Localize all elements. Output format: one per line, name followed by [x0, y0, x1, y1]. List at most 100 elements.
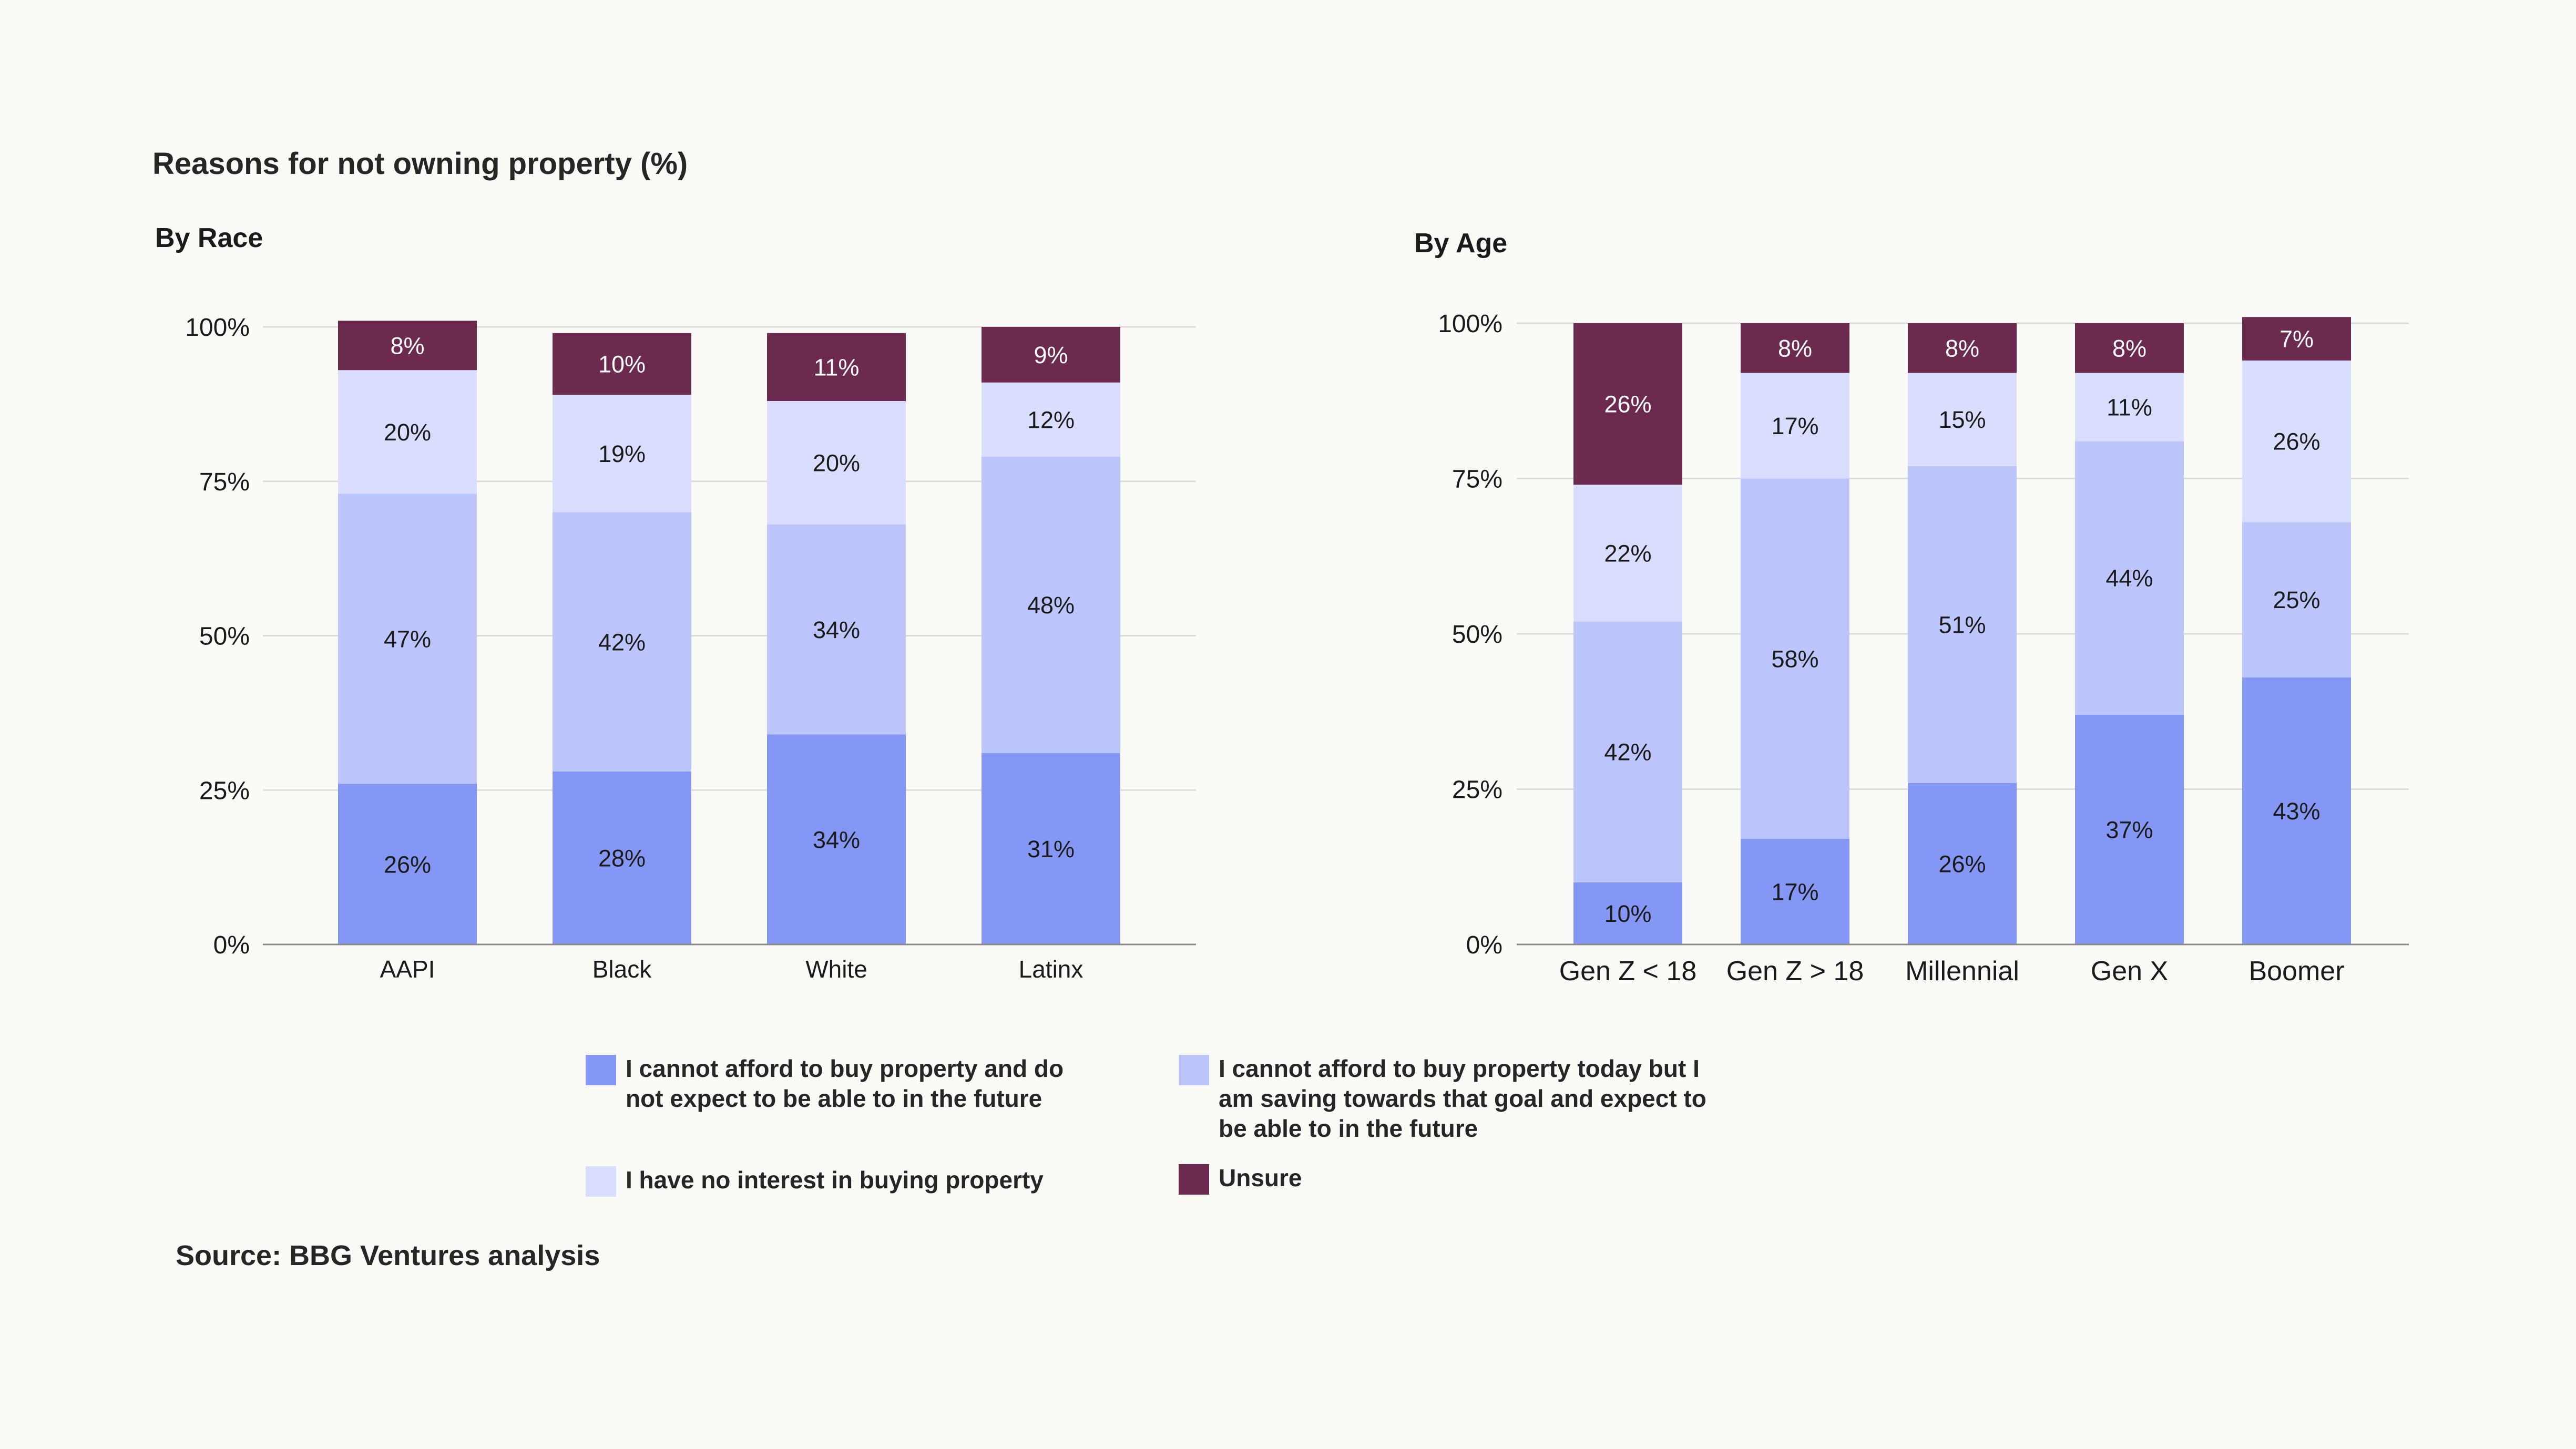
y-tick-label: 50% — [1452, 621, 1502, 649]
bar-segment-cannot-afford-never — [2242, 677, 2351, 944]
bar-segment-cannot-afford-never — [1741, 839, 1849, 944]
legend-label: I cannot afford to buy property and do no… — [626, 1055, 1064, 1112]
legend-swatch — [1179, 1164, 1209, 1195]
legend-item-saving: I cannot afford to buy property today bu… — [1179, 1054, 1706, 1144]
y-tick-label: 25% — [1452, 776, 1502, 804]
data-label: 9% — [1034, 342, 1068, 368]
bar-segment-cannot-afford-never — [1573, 882, 1682, 944]
data-label: 26% — [1604, 391, 1651, 418]
data-label: 8% — [2112, 335, 2146, 362]
data-label: 8% — [1945, 335, 1979, 362]
bar-segment-no-interest — [553, 395, 691, 512]
x-tick-label: White — [805, 955, 867, 983]
data-label: 42% — [1604, 739, 1651, 766]
bar-segment-unsure — [1741, 323, 1849, 373]
bar-segment-saving — [1573, 621, 1682, 882]
legend-item-cannot-afford-never: I cannot afford to buy property and do no… — [586, 1054, 1064, 1114]
data-label: 22% — [1604, 540, 1651, 567]
data-label: 58% — [1771, 645, 1818, 672]
x-tick-label: AAPI — [380, 955, 435, 983]
bar-segment-no-interest — [1908, 373, 2017, 466]
bar-segment-unsure — [1908, 323, 2017, 373]
bar-segment-unsure — [2075, 323, 2184, 373]
data-label: 10% — [598, 351, 646, 378]
bar-segment-no-interest — [767, 401, 906, 525]
bar-segment-cannot-afford-never — [338, 784, 477, 944]
data-label: 20% — [813, 450, 860, 477]
data-label: 43% — [2273, 798, 2320, 825]
data-label: 31% — [1027, 836, 1075, 862]
legend-item-no-interest: I have no interest in buying property — [586, 1165, 1044, 1197]
bar-segment-cannot-afford-never — [767, 734, 906, 944]
data-label: 51% — [1938, 611, 1986, 638]
bar-segment-cannot-afford-never — [2075, 714, 2184, 944]
panel-title-by-age: By Age — [1414, 228, 1507, 259]
legend-label: I have no interest in buying property — [626, 1166, 1044, 1194]
y-tick-label: 50% — [199, 623, 250, 651]
data-label: 8% — [390, 332, 424, 359]
bar-segment-saving — [1741, 478, 1849, 839]
legend-swatch — [586, 1166, 616, 1197]
data-label: 8% — [1778, 335, 1812, 362]
data-label: 19% — [598, 440, 646, 467]
bar-segment-saving — [767, 525, 906, 735]
legend-label: Unsure — [1219, 1164, 1302, 1191]
bar-segment-no-interest — [2075, 373, 2184, 441]
data-label: 10% — [1604, 900, 1651, 927]
y-tick-label: 25% — [199, 777, 250, 805]
bar-segment-saving — [553, 512, 691, 772]
y-tick-label: 0% — [213, 931, 250, 959]
legend-swatch — [586, 1055, 616, 1085]
bar-segment-unsure — [553, 333, 691, 395]
data-label: 11% — [814, 354, 860, 381]
data-label: 15% — [1938, 406, 1986, 433]
data-label: 17% — [1771, 879, 1818, 906]
x-tick-label: Black — [592, 955, 652, 983]
y-tick-label: 100% — [185, 314, 250, 342]
bar-segment-saving — [1908, 466, 2017, 783]
bar-segment-unsure — [982, 327, 1120, 383]
data-label: 37% — [2105, 816, 2153, 843]
data-label: 48% — [1027, 592, 1075, 619]
bar-segment-cannot-afford-never — [1908, 783, 2017, 944]
panel-title-by-race: By Race — [155, 223, 263, 253]
data-label: 26% — [2273, 428, 2320, 455]
data-label: 34% — [813, 616, 860, 643]
data-label: 26% — [384, 851, 431, 878]
data-label: 47% — [384, 625, 431, 652]
x-tick-label: Boomer — [2248, 956, 2344, 986]
data-label: 11% — [2107, 394, 2152, 421]
data-label: 25% — [2273, 587, 2320, 613]
y-tick-label: 100% — [1438, 310, 1502, 338]
bar-segment-no-interest — [2242, 360, 2351, 522]
x-tick-label: Millennial — [1905, 956, 2019, 986]
legend-item-unsure: Unsure — [1179, 1163, 1302, 1195]
data-label: 20% — [384, 419, 431, 446]
data-label: 7% — [2279, 326, 2314, 353]
bar-segment-saving — [2075, 441, 2184, 715]
legend-label: I cannot afford to buy property today bu… — [1219, 1055, 1706, 1142]
bar-segment-unsure — [767, 333, 906, 401]
x-tick-label: Gen X — [2091, 956, 2168, 986]
data-label: 42% — [598, 629, 646, 655]
data-label: 34% — [813, 826, 860, 853]
bar-segment-saving — [2242, 522, 2351, 677]
bar-segment-unsure — [338, 321, 477, 371]
y-tick-label: 0% — [1466, 931, 1502, 959]
bar-segment-unsure — [2242, 317, 2351, 361]
bar-segment-cannot-afford-never — [982, 753, 1120, 944]
bar-segment-unsure — [1573, 323, 1682, 485]
bar-segment-cannot-afford-never — [553, 772, 691, 944]
data-label: 12% — [1027, 406, 1075, 433]
y-tick-label: 75% — [1452, 466, 1502, 494]
data-label: 28% — [598, 845, 646, 872]
bar-segment-saving — [982, 456, 1120, 753]
data-label: 44% — [2105, 565, 2153, 592]
legend-swatch — [1179, 1055, 1209, 1085]
y-tick-label: 75% — [199, 468, 250, 496]
bar-segment-no-interest — [1741, 373, 1849, 479]
data-label: 17% — [1771, 413, 1818, 439]
data-label: 26% — [1938, 850, 1986, 877]
x-tick-label: Gen Z < 18 — [1559, 956, 1697, 986]
source-note: Source: BBG Ventures analysis — [176, 1240, 600, 1271]
